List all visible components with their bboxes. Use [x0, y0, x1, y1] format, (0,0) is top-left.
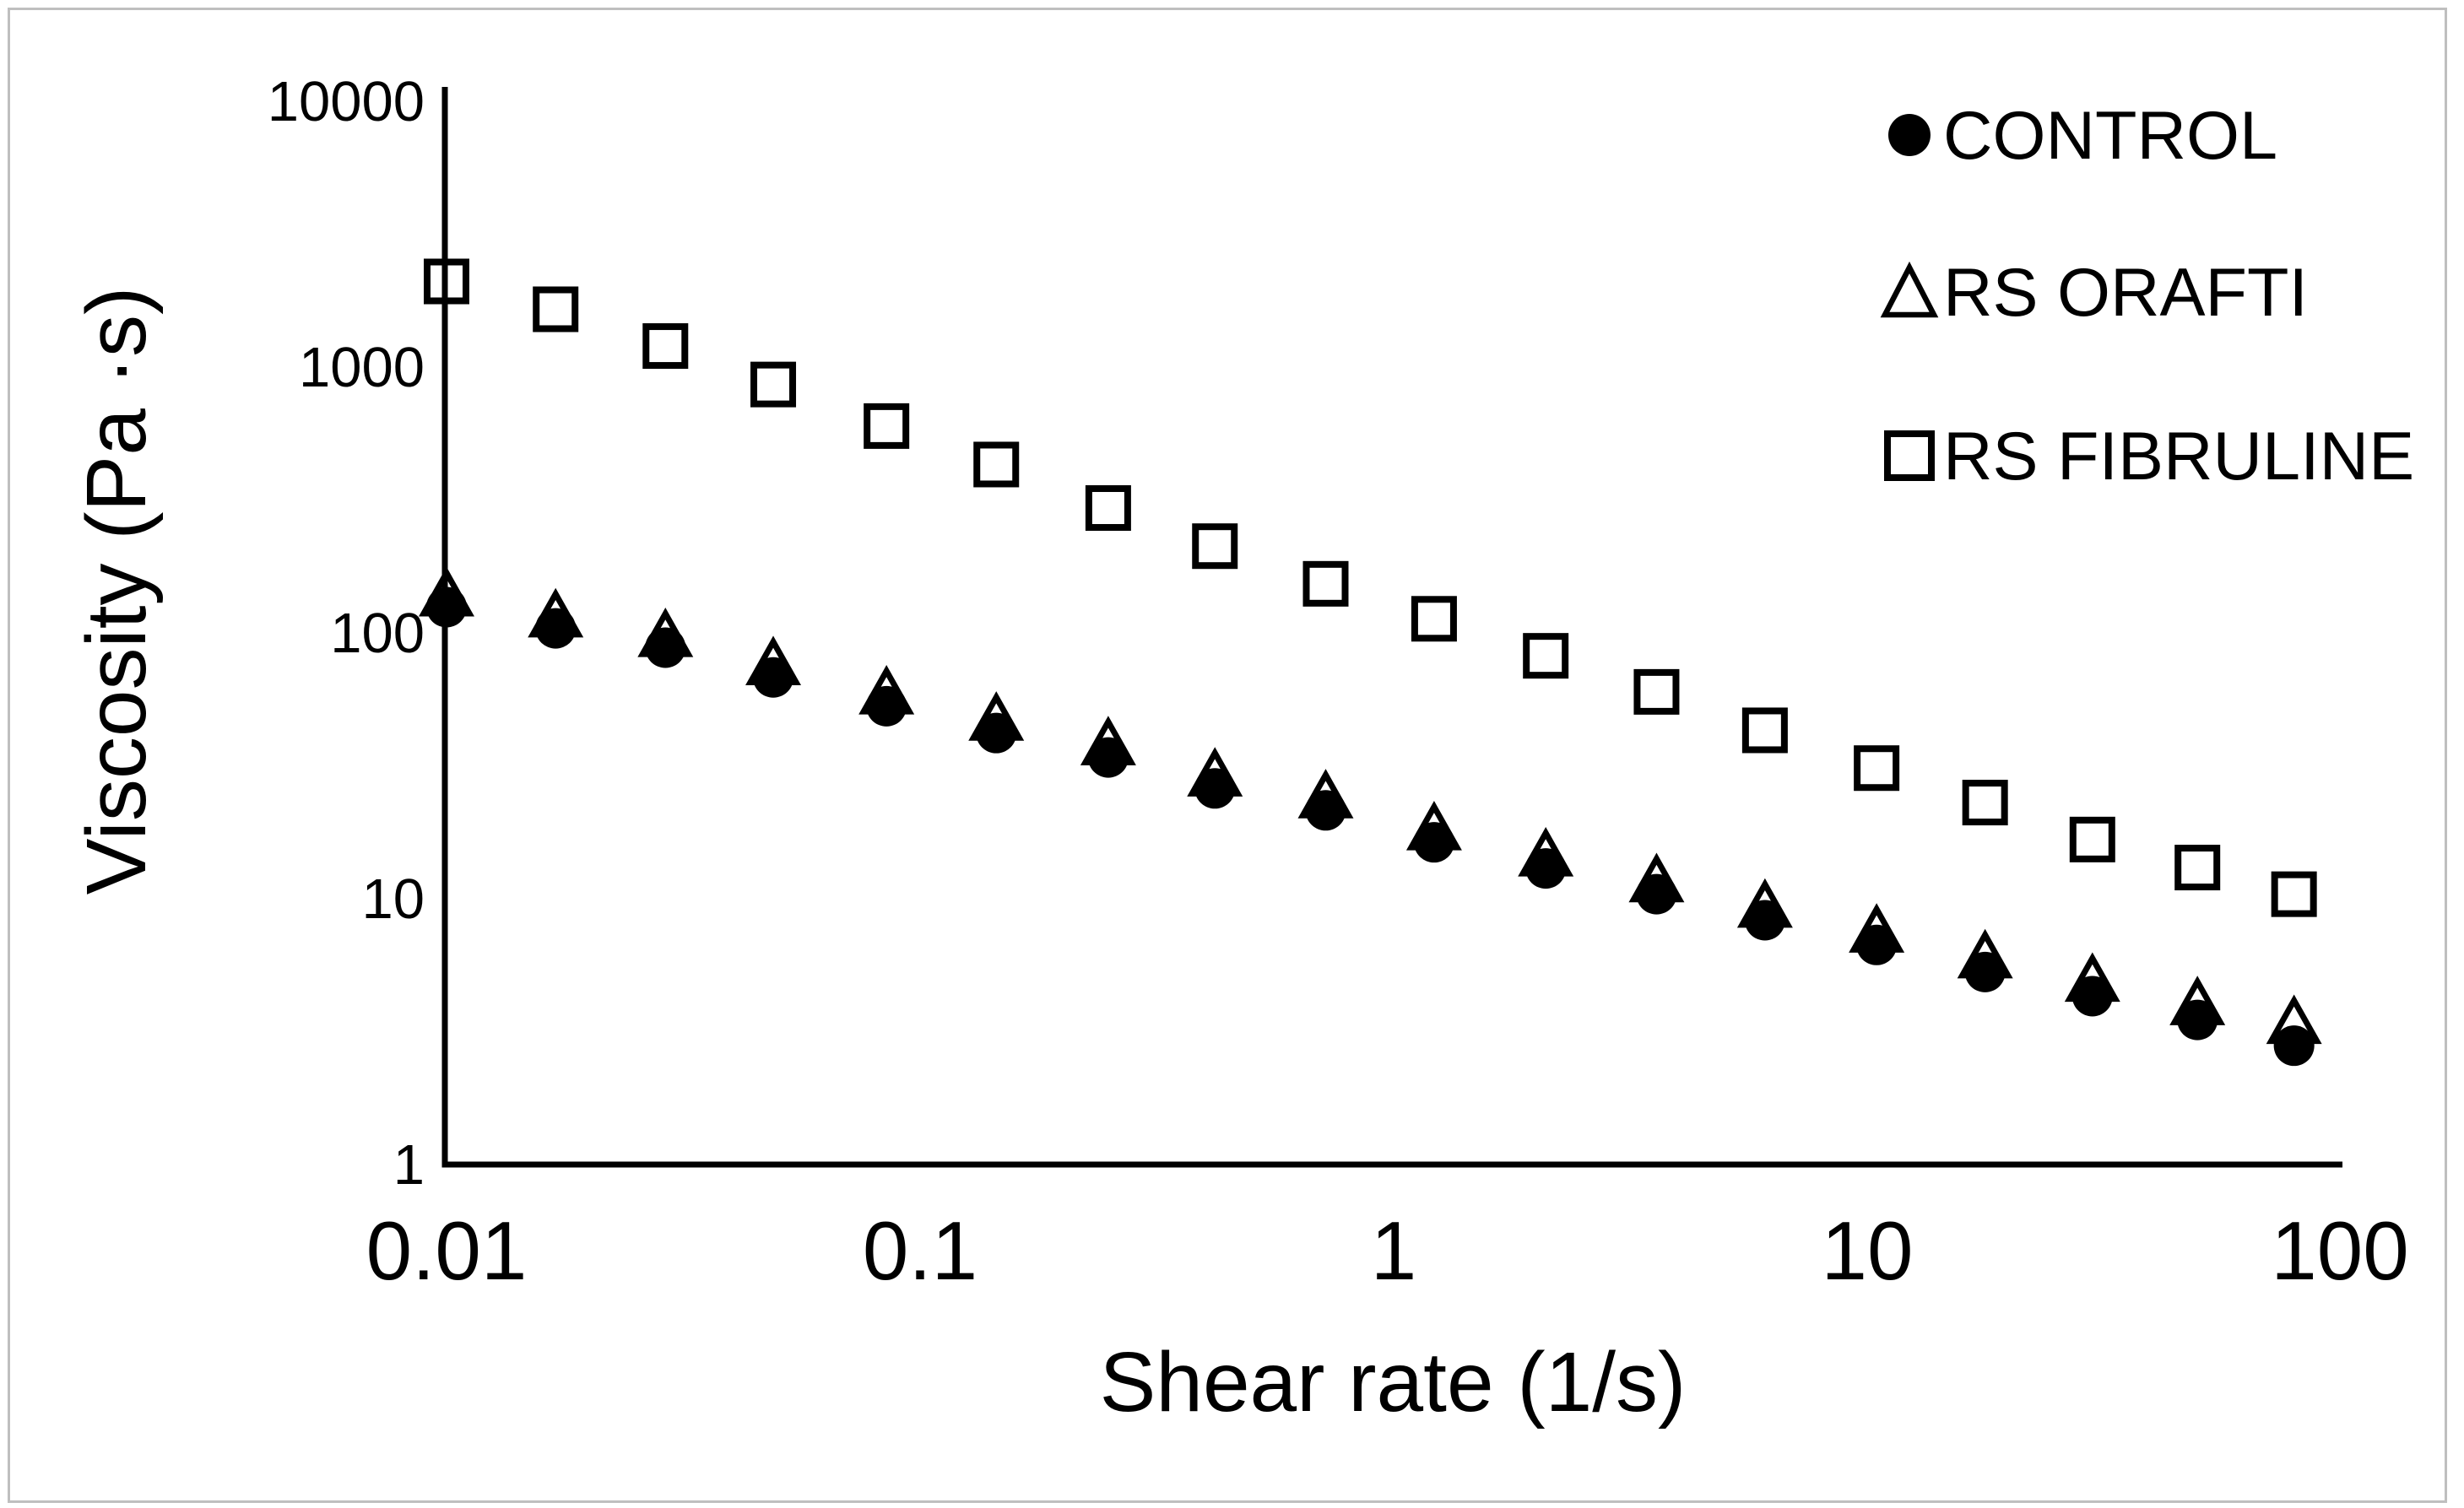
x-tick-label: 0.01	[366, 1204, 528, 1297]
x-tick-label: 10	[1821, 1204, 1913, 1297]
orafti-point	[2169, 976, 2226, 1025]
control-point	[753, 657, 794, 698]
y-tick-label: 1000	[299, 336, 425, 399]
fibruline-point	[2271, 871, 2317, 917]
orafti-point	[1405, 800, 1462, 851]
legend-orafti-marker-icon	[1880, 261, 1939, 318]
y-tick-label: 10000	[268, 70, 425, 133]
y-tick-label: 100	[330, 602, 425, 665]
legend-orafti-label: RS ORAFTI	[1943, 255, 2308, 331]
fibruline-point	[2069, 816, 2115, 862]
orafti-point	[1628, 852, 1685, 903]
fibruline-point	[1741, 707, 1788, 754]
fibruline-point	[864, 403, 910, 449]
plot-area	[419, 258, 2322, 1067]
orafti-point	[1518, 827, 1574, 877]
fibruline-point	[1411, 596, 1457, 642]
control-point	[1964, 951, 2006, 992]
orafti-point	[2064, 952, 2120, 1003]
fibruline-point	[424, 258, 469, 305]
orafti-point	[528, 587, 584, 638]
control-point	[1305, 790, 1346, 831]
orafti-point	[1080, 716, 1136, 765]
fibruline-point	[973, 441, 1020, 488]
control-point	[426, 586, 467, 628]
control-point	[1636, 873, 1677, 915]
legend-control-label: CONTROL	[1943, 98, 2277, 174]
control-point	[1194, 768, 1236, 809]
control-point	[535, 608, 577, 649]
x-tick-label: 0.1	[863, 1204, 977, 1297]
legend-fibruline-marker-icon	[1884, 430, 1935, 481]
fibruline-point	[1302, 560, 1349, 607]
legend: CONTROL RS ORAFTI RS FIBRULINE	[1880, 98, 2414, 495]
orafti-point	[1297, 769, 1354, 819]
fibruline-point	[1523, 633, 1569, 679]
orafti-point	[1957, 928, 2013, 979]
orafti-point	[858, 665, 915, 715]
legend-fibruline-label: RS FIBRULINE	[1943, 419, 2414, 495]
orafti-point	[745, 635, 802, 686]
control-point	[1413, 822, 1454, 863]
fibruline-point	[533, 286, 579, 332]
y-tick-label: 1	[393, 1133, 425, 1197]
fibruline-point	[1854, 745, 1900, 792]
orafti-point	[1736, 878, 1793, 928]
control-point	[976, 712, 1017, 754]
orafti-point	[2266, 994, 2322, 1045]
orafti-point	[637, 608, 694, 657]
fibruline-point	[1192, 523, 1238, 570]
control-point	[1856, 924, 1898, 965]
fibruline-point	[642, 323, 689, 370]
fibruline-point	[2174, 845, 2221, 891]
fibruline-point	[1633, 668, 1680, 715]
control-point	[1525, 848, 1567, 889]
orafti-point	[419, 566, 474, 617]
fibruline-point	[1085, 485, 1131, 532]
y-tick-label: 10	[361, 868, 425, 931]
control-point	[866, 685, 907, 727]
control-point	[2273, 1025, 2315, 1067]
x-axis-title: Shear rate (1/s)	[1100, 1335, 1687, 1430]
orafti-point	[1849, 903, 1905, 953]
control-point	[1744, 900, 1785, 941]
y-axis-title: Viscosity (Pa ·s)	[69, 287, 164, 895]
legend-control-marker-icon	[1888, 114, 1931, 156]
fibruline-point	[1962, 780, 2008, 826]
x-tick-label: 1	[1371, 1204, 1417, 1297]
control-point	[1087, 737, 1129, 778]
orafti-point	[968, 691, 1025, 741]
orafti-point	[1187, 747, 1243, 797]
x-tick-label: 100	[2271, 1204, 2409, 1297]
fibruline-point	[750, 361, 797, 408]
